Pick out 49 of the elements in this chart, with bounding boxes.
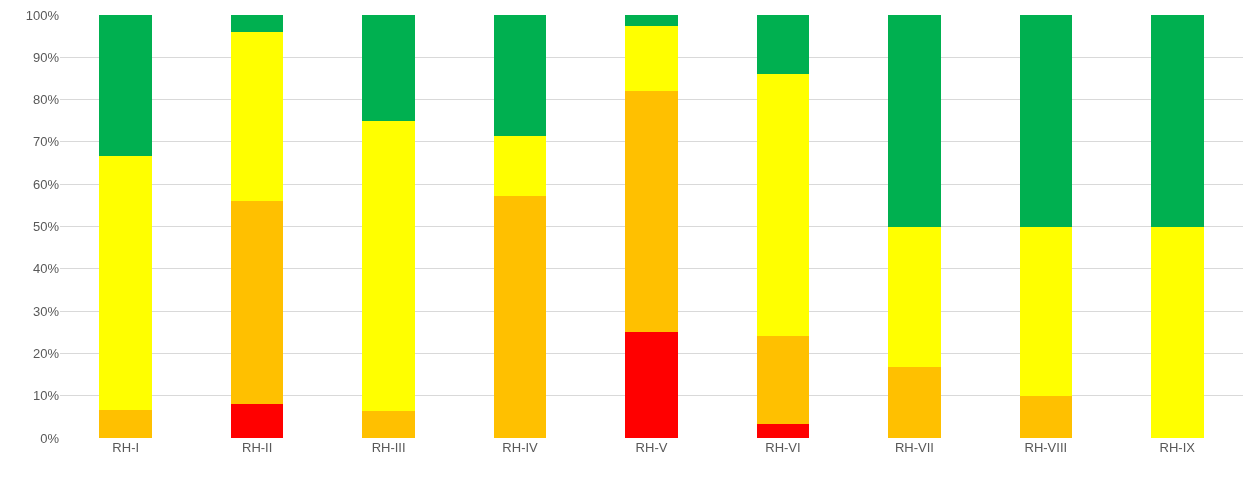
y-tick-label: 0% <box>40 430 60 446</box>
bar <box>1019 226 1073 396</box>
bar <box>99 15 153 156</box>
bar <box>230 15 284 32</box>
y-tick-label: 30% <box>32 303 60 319</box>
x-tick-label: RH-V <box>635 440 668 455</box>
y-tick-label: 10% <box>32 388 60 404</box>
bar <box>888 367 941 438</box>
y-tick-label: 70% <box>32 134 60 150</box>
bar <box>625 91 678 333</box>
bar <box>888 15 941 227</box>
x-tick-label: RH-VI <box>765 440 801 455</box>
bar <box>493 15 547 136</box>
bar <box>756 15 810 75</box>
bar <box>493 196 547 438</box>
bar <box>230 201 284 405</box>
bar <box>756 336 810 424</box>
bar <box>362 411 415 438</box>
bar <box>625 332 678 438</box>
bar <box>625 15 678 27</box>
y-tick-label: 80% <box>32 92 60 108</box>
y-tick-label: 100% <box>25 7 60 23</box>
bar <box>888 226 941 368</box>
bar <box>230 404 284 438</box>
x-tick-label: RH-VII <box>894 440 934 455</box>
bar <box>1019 395 1073 438</box>
x-tick-label: RH-III <box>371 440 406 455</box>
bar <box>1150 226 1204 438</box>
x-tick-label: RH-I <box>112 440 140 455</box>
x-tick-label: RH-II <box>242 440 273 455</box>
y-tick-label: 60% <box>32 176 60 192</box>
x-tick-label: RH-IV <box>502 440 539 455</box>
bar <box>1150 15 1204 227</box>
bar <box>756 423 810 438</box>
bar <box>756 74 810 337</box>
y-tick-label: 50% <box>32 219 60 235</box>
bar <box>99 409 153 438</box>
x-tick-label: RH-IX <box>1159 440 1196 455</box>
y-tick-label: 90% <box>32 49 60 65</box>
bar <box>1019 15 1073 227</box>
y-tick-label: 20% <box>32 345 60 361</box>
bar <box>362 15 415 121</box>
y-tick-label: 40% <box>32 261 60 277</box>
x-tick-label: RH-VIII <box>1024 440 1068 455</box>
bar <box>362 120 415 412</box>
bar <box>99 155 153 410</box>
bar <box>625 26 678 92</box>
bar <box>493 135 547 197</box>
bar <box>230 31 284 202</box>
